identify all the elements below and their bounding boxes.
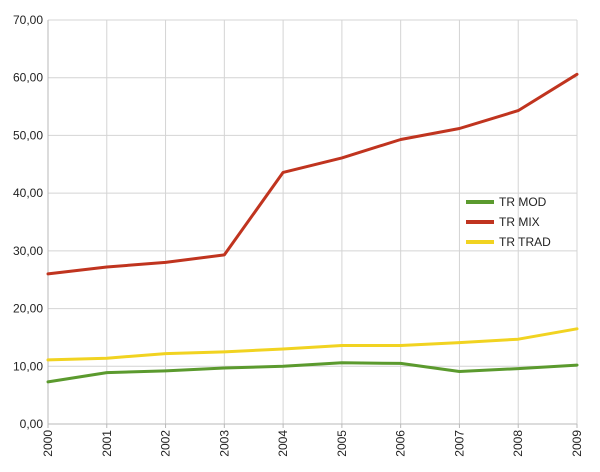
legend-label: TR MOD	[499, 195, 547, 209]
series-line-tr-mod	[46, 361, 579, 384]
legend-label: TR TRAD	[499, 235, 551, 249]
x-tick-label: 2006	[394, 430, 408, 457]
y-tick-label: 40,00	[13, 186, 43, 200]
series-lines	[46, 72, 579, 384]
y-tick-label: 70,00	[13, 13, 43, 27]
x-tick-label: 2009	[570, 430, 584, 457]
x-tick-label: 2007	[452, 430, 466, 457]
x-tick-label: 2003	[217, 430, 231, 457]
y-tick-label: 50,00	[13, 128, 43, 142]
y-tick-label: 20,00	[13, 302, 43, 316]
x-tick-label: 2004	[276, 430, 290, 457]
series-line-tr-mix	[46, 72, 579, 276]
series-line-tr-trad	[46, 327, 579, 362]
x-tick-label: 2000	[41, 430, 55, 457]
legend: TR MOD TR MIX TR TRAD	[466, 195, 551, 249]
gridlines	[47, 19, 578, 425]
x-tick-label: 2001	[100, 430, 114, 457]
y-tick-label: 0,00	[20, 417, 44, 431]
x-tick-label: 2002	[159, 430, 173, 457]
y-tick-label: 60,00	[13, 71, 43, 85]
y-axis-tick-labels: 0,00 10,00 20,00 30,00 40,00 50,00 60,00 70,00	[13, 13, 43, 431]
x-tick-label: 2005	[335, 430, 349, 457]
x-tick-label: 2008	[511, 430, 525, 457]
y-tick-label: 30,00	[13, 244, 43, 258]
x-axis-tick-labels: 2000 2001 2002 2003 2004 2005 2006 2007 2008 2009	[41, 430, 584, 457]
y-tick-label: 10,00	[13, 359, 43, 373]
axes	[47, 20, 578, 428]
legend-label: TR MIX	[499, 215, 540, 229]
